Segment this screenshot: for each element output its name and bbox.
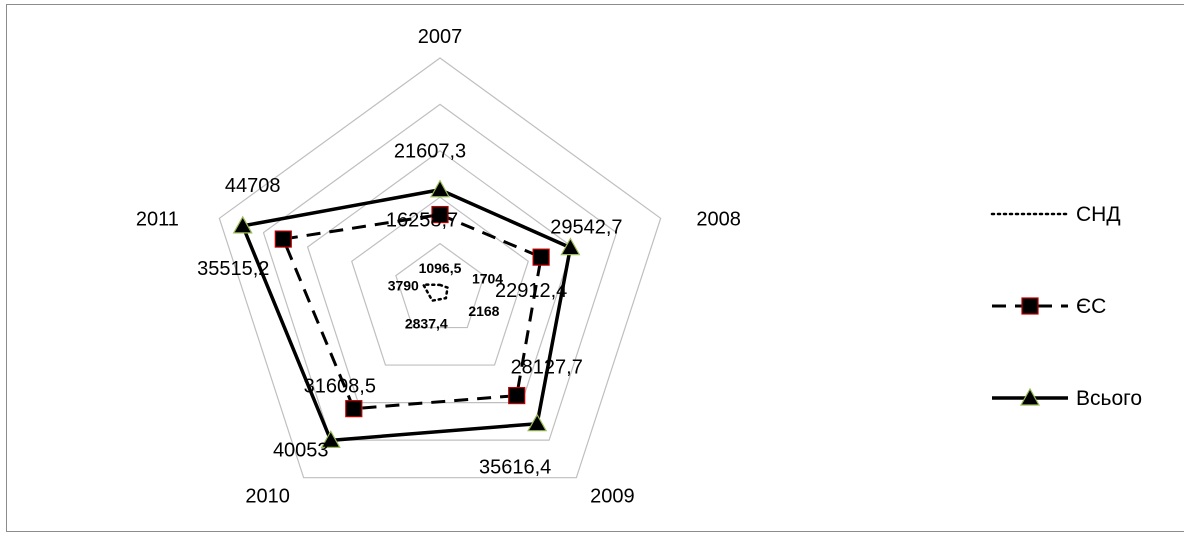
legend-marker-1 — [1021, 297, 1039, 315]
data-label-2-2008: 29542,7 — [550, 217, 622, 239]
series-1-marker-2011 — [274, 230, 292, 248]
series-line-1 — [281, 213, 543, 411]
category-label-2007: 2007 — [418, 26, 463, 48]
legend-label-1: ЄС — [1076, 295, 1106, 318]
category-label-2009: 2009 — [590, 486, 635, 508]
series-2-marker-2009 — [527, 413, 548, 432]
gridline-ring-2 — [351, 196, 529, 366]
series-layer — [232, 179, 581, 448]
category-label-2011: 2011 — [136, 208, 179, 230]
series-2-marker-2011 — [232, 215, 253, 234]
series-1-marker-2009 — [508, 386, 526, 405]
data-label-2-2007: 21607,3 — [394, 141, 466, 163]
data-label-1-2010: 31608,5 — [304, 376, 376, 398]
series-1-marker-2007 — [431, 205, 449, 224]
labels-layer: 2007 2008 2009 2010 2011 1096,5 1704 2168 2837,4… — [136, 26, 741, 508]
data-label-2-2009: 35616,4 — [479, 457, 551, 479]
data-label-1-2007: 16258,7 — [386, 210, 458, 232]
data-label-1-2008: 22912,4 — [495, 280, 567, 302]
data-label-1-2009: 28127,7 — [511, 357, 583, 379]
category-label-2008: 2008 — [696, 208, 741, 230]
series-line-0 — [422, 283, 449, 302]
legend-marker-2 — [1019, 387, 1041, 406]
data-label-2-2011: 44708 — [225, 175, 281, 197]
gridline-ring-5 — [218, 57, 662, 479]
data-label-0-2008: 1704 — [472, 271, 503, 287]
series-1-marker-2008 — [532, 248, 550, 266]
data-label-0-2007: 1096,5 — [419, 260, 462, 276]
series-2-marker-2008 — [560, 237, 581, 256]
chart-area — [6, 4, 1184, 532]
data-label-0-2009: 2168 — [468, 303, 499, 319]
gridline-ring-4 — [262, 103, 618, 441]
legend: СНД ЄС Всього — [990, 203, 1142, 410]
series-line-2 — [240, 187, 573, 443]
gridline-ring-1 — [395, 242, 485, 329]
data-label-1-2011: 35515,2 — [197, 258, 269, 280]
data-label-0-2011: 3790 — [388, 278, 419, 294]
data-label-0-2010: 2837,4 — [405, 316, 448, 332]
series-1-marker-2010 — [345, 400, 363, 418]
legend-label-0: СНД — [1076, 203, 1121, 226]
legend-label-2: Всього — [1076, 387, 1142, 410]
category-label-2010: 2010 — [245, 486, 290, 508]
data-label-2-2010: 40053 — [273, 439, 329, 461]
series-2-marker-2007 — [429, 179, 451, 198]
series-2-marker-2010 — [320, 430, 341, 448]
